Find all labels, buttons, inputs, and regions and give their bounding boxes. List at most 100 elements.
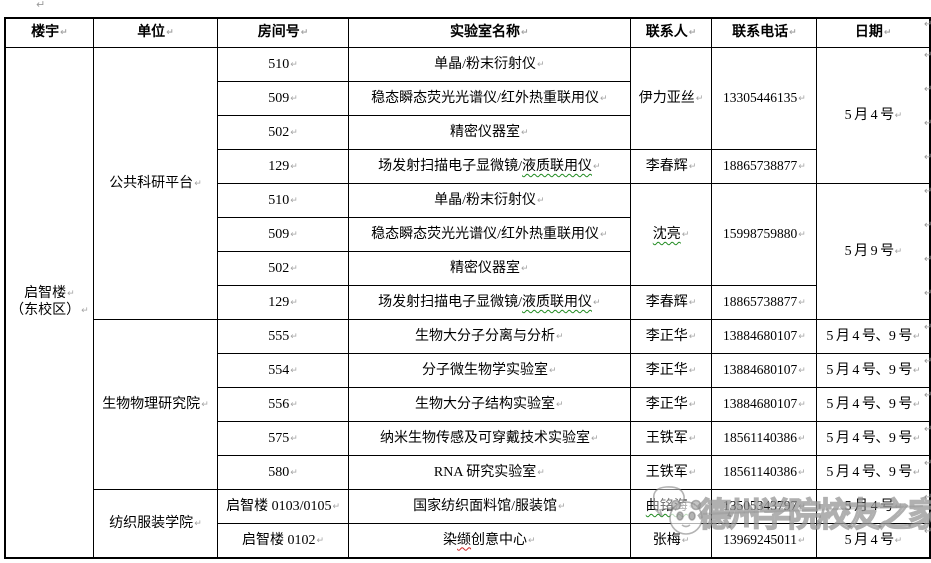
cell-text: 18865738877 xyxy=(722,158,798,174)
cell-unit: 生物物理研究院↵ xyxy=(92,319,219,490)
cell-phone: 13305446135↵ xyxy=(711,47,818,150)
paragraph-mark: ↵ xyxy=(290,331,298,342)
cell-phone: 13884680107↵ xyxy=(711,353,818,388)
cell-contact: 王铁军↵ xyxy=(629,421,713,456)
cell-date: 5 月 4 号、9 号↵ xyxy=(816,353,931,388)
paragraph-mark: ↵ xyxy=(537,59,545,70)
table-row: 129↵ 场发射扫描电子显微镜/液质联用仪↵ 李春辉↵ 18865738877↵ xyxy=(5,285,930,320)
row-end-mark: ↵ xyxy=(924,424,931,435)
cell-text: 5 月 4 号、9 号 xyxy=(826,328,912,344)
cell-text: 李正华 xyxy=(645,362,688,378)
paragraph-mark: ↵ xyxy=(290,93,298,104)
row-end-mark: ↵ xyxy=(924,186,931,197)
paragraph-mark: ↵ xyxy=(36,0,46,11)
paragraph-mark: ↵ xyxy=(537,467,545,478)
cell-phone: 13969245011↵ xyxy=(711,523,818,558)
paragraph-mark: ↵ xyxy=(81,306,89,317)
cell-text: 13305446135 xyxy=(722,90,798,106)
cell-contact: 曲铭海↵ xyxy=(629,489,713,524)
cell-lab: RNA 研究实验室↵ xyxy=(347,455,631,490)
paragraph-mark: ↵ xyxy=(688,28,697,39)
cell-date: 5 月 4 号、9 号↵ xyxy=(816,455,931,490)
cell-text: 液质联用仪 xyxy=(522,294,592,310)
cell-unit: 公共科研平台↵ xyxy=(92,47,219,320)
paragraph-mark: ↵ xyxy=(290,195,298,206)
cell-room: 580↵ xyxy=(217,455,349,490)
table-row: 生物物理研究院↵ 555↵ 生物大分子分离与分析↵ 李正华↵ 13884680107↵ 5… xyxy=(5,319,931,490)
paragraph-mark: ↵ xyxy=(894,501,903,512)
cell-text: 场发射扫描电子显微镜/ xyxy=(378,158,522,174)
cell-contact: 李正华↵ xyxy=(629,387,713,422)
cell-contact: 张梅↵ xyxy=(629,523,713,558)
cell-text: 18561140386 xyxy=(723,464,797,480)
column-header: 日期↵ xyxy=(816,17,931,48)
row-end-mark: ↵ xyxy=(924,288,931,299)
paragraph-mark: ↵ xyxy=(521,28,529,39)
paragraph-mark: ↵ xyxy=(67,288,75,299)
paragraph-mark: ↵ xyxy=(549,365,557,376)
cell-phone: 18561140386↵ xyxy=(711,455,818,490)
table-row: 502↵ 精密仪器室↵ xyxy=(5,251,930,286)
paragraph-mark: ↵ xyxy=(166,28,174,39)
paragraph-mark: ↵ xyxy=(593,161,601,172)
column-header: 联系电话↵ xyxy=(711,17,818,48)
cell-text: 液质联用仪 xyxy=(522,158,592,174)
paragraph-mark: ↵ xyxy=(688,297,697,308)
cell-text: 556 xyxy=(268,396,290,412)
row-end-mark: ↵ xyxy=(924,84,931,95)
cell-text: 启智楼 0103/0105 xyxy=(226,498,332,514)
cell-text: （东校区） xyxy=(10,303,81,319)
paragraph-mark: ↵ xyxy=(600,93,608,104)
cell-contact: 王铁军↵ xyxy=(629,455,713,490)
cell-lab: 分子微生物学实验室↵ xyxy=(347,353,631,388)
paragraph-mark: ↵ xyxy=(537,195,545,206)
cell-room: 启智楼 0102↵ xyxy=(217,523,349,558)
paragraph-mark: ↵ xyxy=(894,535,903,546)
cell-text: 5 月 4 号、9 号 xyxy=(826,362,912,378)
row-end-mark: ↵ xyxy=(924,458,931,469)
cell-text: 李春辉 xyxy=(645,158,688,174)
table-row: 509↵ 稳态瞬态荧光光谱仪/红外热重联用仪↵ xyxy=(5,217,930,252)
paragraph-mark: ↵ xyxy=(290,297,298,308)
cell-text: 5 月 4 号 xyxy=(844,532,895,548)
paragraph-mark: ↵ xyxy=(688,331,697,342)
lab-schedule-table: 楼宇↵ 单位↵ 房间号↵ 实验室名称↵ 联系人↵ 联系电话↵ 日期↵ 启智楼↵ （东校区）↵ 公… xyxy=(4,17,931,559)
cell-text: 稳态瞬态荧光光谱仪/红外热重联用仪 xyxy=(371,226,599,242)
cell-lab: 场发射扫描电子显微镜/液质联用仪↵ xyxy=(347,285,631,320)
cell-contact: 李正华↵ xyxy=(629,353,713,388)
cell-text: 129 xyxy=(268,158,290,174)
cell-text: 沈亮 xyxy=(652,226,681,242)
cell-text: 实验室名称 xyxy=(450,25,521,41)
cell-text: 129 xyxy=(268,294,290,310)
cell-text: 555 xyxy=(268,328,290,344)
paragraph-mark: ↵ xyxy=(290,433,298,444)
cell-text: 房间号 xyxy=(257,25,300,41)
cell-text: 5 月 9 号 xyxy=(844,243,895,259)
cell-room: 启智楼 0103/0105↵ xyxy=(217,489,349,524)
paragraph-mark: ↵ xyxy=(688,467,697,478)
cell-lab: 单晶/粉末衍射仪↵ xyxy=(347,183,631,218)
cell-text: 单位 xyxy=(137,25,166,41)
cell-room: 509↵ xyxy=(217,81,349,116)
cell-lab: 场发射扫描电子显微镜/液质联用仪↵ xyxy=(347,149,631,184)
paragraph-mark: ↵ xyxy=(798,230,806,241)
paragraph-mark: ↵ xyxy=(194,518,202,529)
paragraph-mark: ↵ xyxy=(798,502,806,513)
paragraph-mark: ↵ xyxy=(688,365,697,376)
cell-lab: 精密仪器室↵ xyxy=(347,115,631,150)
cell-text: 502 xyxy=(268,124,290,140)
column-header: 单位↵ xyxy=(92,17,219,48)
row-end-mark: ↵ xyxy=(924,220,931,231)
paragraph-mark: ↵ xyxy=(797,434,806,445)
cell-contact: 李春辉↵ xyxy=(629,149,713,184)
cell-phone: 13505343797↵ xyxy=(711,489,818,524)
cell-text: 13884680107 xyxy=(722,362,798,378)
paragraph-mark: ↵ xyxy=(798,332,806,343)
cell-text: 创意中心 xyxy=(471,532,528,548)
cell-room: 556↵ xyxy=(217,387,349,422)
cell-room: 129↵ xyxy=(217,149,349,184)
paragraph-mark: ↵ xyxy=(201,399,209,410)
paragraph-mark: ↵ xyxy=(789,28,797,39)
cell-text: 单晶/粉末衍射仪 xyxy=(434,192,536,208)
paragraph-mark: ↵ xyxy=(290,161,298,172)
